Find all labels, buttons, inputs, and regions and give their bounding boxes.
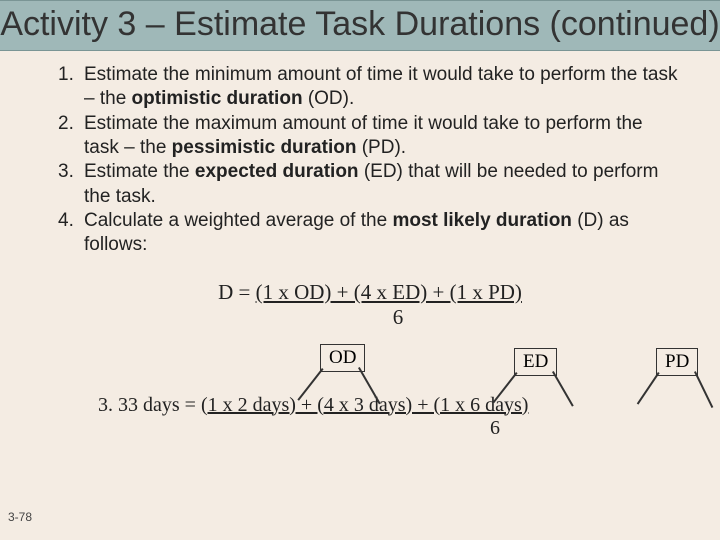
list-num-1: 1. <box>58 63 84 112</box>
list-item-3: 3. Estimate the expected duration (ED) t… <box>58 160 682 209</box>
connector-pd-2 <box>694 371 713 408</box>
item2-post: (PD). <box>356 137 406 158</box>
list-item-4: 4. Calculate a weighted average of the m… <box>58 209 682 258</box>
item3-pre: Estimate the <box>84 161 195 182</box>
slide-number: 3-78 <box>8 510 32 524</box>
list-text-4: Calculate a weighted average of the most… <box>84 209 682 258</box>
item1-post: (OD). <box>303 88 355 109</box>
formula-general: D = (1 x OD) + (4 x ED) + (1 x PD) 6 <box>58 280 682 330</box>
list-num-2: 2. <box>58 112 84 161</box>
formula-denominator: 6 <box>58 305 682 330</box>
item2-bold: pessimistic duration <box>172 137 357 158</box>
list-item-1: 1. Estimate the minimum amount of time i… <box>58 63 682 112</box>
slide-title: Activity 3 – Estimate Task Durations (co… <box>0 5 720 44</box>
label-row: OD ED PD <box>58 338 682 398</box>
title-bar: Activity 3 – Estimate Task Durations (co… <box>0 0 720 51</box>
list-item-2: 2. Estimate the maximum amount of time i… <box>58 112 682 161</box>
item4-bold: most likely duration <box>392 210 571 231</box>
label-pd: PD <box>656 348 698 376</box>
item4-pre: Calculate a weighted average of the <box>84 210 392 231</box>
list-text-2: Estimate the maximum amount of time it w… <box>84 112 682 161</box>
list-text-1: Estimate the minimum amount of time it w… <box>84 63 682 112</box>
list-text-3: Estimate the expected duration (ED) that… <box>84 160 682 209</box>
item1-bold: optimistic duration <box>132 88 303 109</box>
content-area: 1. Estimate the minimum amount of time i… <box>0 51 720 440</box>
list-num-4: 4. <box>58 209 84 258</box>
connector-od-1 <box>297 368 323 400</box>
formula-lhs: D = <box>218 280 256 304</box>
example-denominator: 6 <box>98 417 682 440</box>
item3-bold: expected duration <box>195 161 359 182</box>
formula-numerator: (1 x OD) + (4 x ED) + (1 x PD) <box>256 280 522 304</box>
formula-example: 3. 33 days = (1 x 2 days) + (4 x 3 days)… <box>58 394 682 440</box>
list-num-3: 3. <box>58 160 84 209</box>
